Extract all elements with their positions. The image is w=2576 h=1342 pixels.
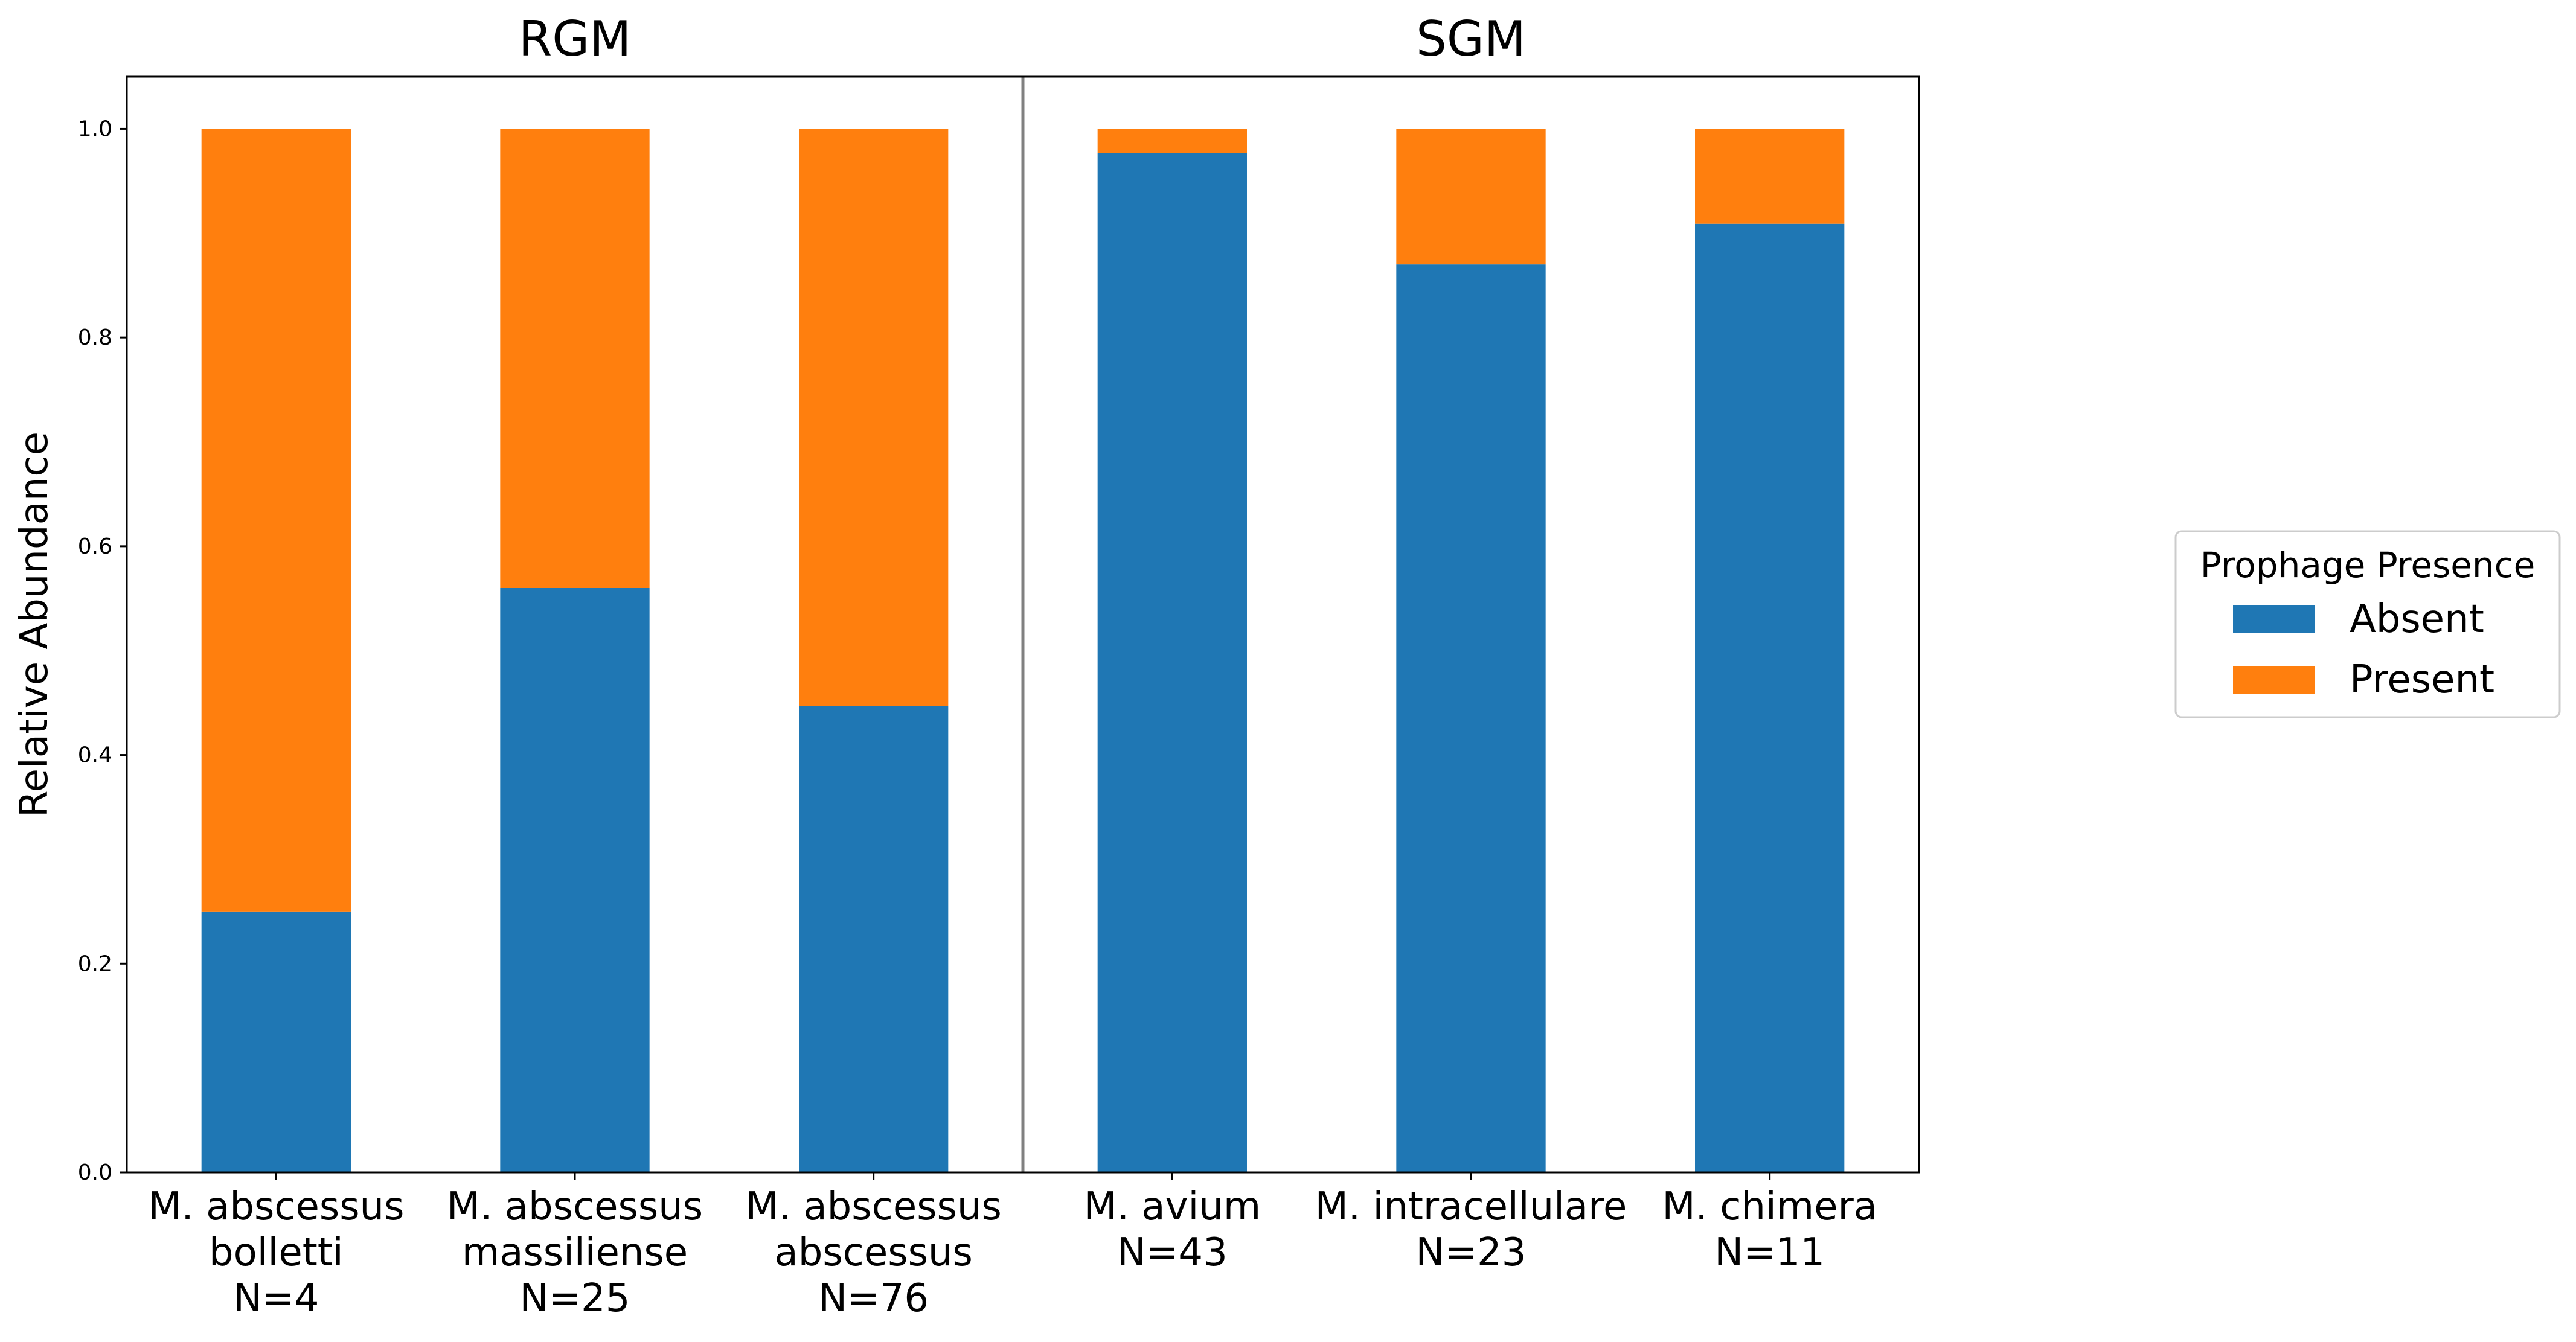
- y-tick-label-0: 0.0: [78, 1160, 112, 1185]
- bars-layer: [201, 129, 1845, 1173]
- y-tick-label-5: 1.0: [78, 117, 112, 141]
- bar-present-1: [500, 129, 650, 588]
- x-tick-label-line: N=25: [520, 1276, 630, 1321]
- legend-swatch-absent: [2233, 605, 2315, 633]
- x-tick-label-line: massiliense: [462, 1230, 688, 1275]
- x-tick-label-line: M. abscessus: [447, 1184, 703, 1229]
- legend-label-absent: Absent: [2350, 597, 2484, 642]
- x-tick-label-5: M. chimera N=11: [1662, 1184, 1877, 1275]
- x-tick-label-3: M. avium N=43: [1083, 1184, 1261, 1275]
- bar-present-4: [1396, 129, 1546, 265]
- x-tick-label-line: N=4: [233, 1276, 319, 1321]
- axes-layer: [126, 75, 1920, 1174]
- x-tick-label-line: N=76: [818, 1276, 929, 1321]
- bar-present-0: [201, 129, 351, 912]
- y-ticks: 0.0 0.2 0.4 0.6 0.8 1.0: [78, 117, 127, 1185]
- bar-absent-4: [1396, 264, 1546, 1172]
- x-tick-label-line: bolletti: [209, 1230, 344, 1275]
- legend-swatch-present: [2233, 666, 2315, 694]
- y-tick-label-1: 0.2: [78, 951, 112, 976]
- x-tick-label-line: N=23: [1416, 1230, 1527, 1275]
- y-axis-title: Relative Abundance: [12, 432, 57, 817]
- x-tick-label-4: M. intracellulare N=23: [1315, 1184, 1627, 1275]
- x-tick-label-line: M. abscessus: [746, 1184, 1002, 1229]
- y-tick-label-2: 0.4: [78, 743, 112, 768]
- bar-absent-1: [500, 588, 650, 1172]
- x-tick-label-line: M. avium: [1083, 1184, 1261, 1229]
- x-tick-label-line: N=11: [1714, 1230, 1825, 1275]
- group-title-rgm: RGM: [519, 11, 632, 67]
- x-tick-label-line: N=43: [1117, 1230, 1228, 1275]
- bar-present-2: [799, 129, 949, 706]
- x-tick-label-line: M. intracellulare: [1315, 1184, 1627, 1229]
- group-titles: RGM SGM: [519, 11, 1526, 67]
- x-tick-label-0: M. abscessus bolletti N=4: [148, 1184, 404, 1321]
- legend-title: Prophage Presence: [2200, 545, 2536, 586]
- bar-present-3: [1097, 129, 1247, 153]
- x-tick-label-line: abscessus: [774, 1230, 972, 1275]
- bar-absent-3: [1097, 153, 1247, 1173]
- legend-label-present: Present: [2350, 657, 2494, 702]
- x-tick-label-line: M. chimera: [1662, 1184, 1877, 1229]
- x-tick-label-1: M. abscessus massiliense N=25: [447, 1184, 703, 1321]
- bar-present-5: [1695, 129, 1845, 224]
- y-tick-label-3: 0.6: [78, 534, 112, 559]
- x-tick-label-line: M. abscessus: [148, 1184, 404, 1229]
- legend-items: Absent Present: [2233, 597, 2494, 702]
- legend: Prophage Presence Absent Present: [2174, 530, 2561, 718]
- bar-absent-2: [799, 706, 949, 1172]
- plot-frame: [126, 75, 1920, 1174]
- y-tick-label-4: 0.8: [78, 325, 112, 350]
- x-category-labels: M. abscessus bolletti N=4M. abscessus massi…: [148, 1172, 1877, 1321]
- x-tick-label-2: M. abscessus abscessus N=76: [746, 1184, 1002, 1321]
- group-title-sgm: SGM: [1416, 11, 1526, 67]
- bar-absent-0: [201, 911, 351, 1172]
- bar-absent-5: [1695, 223, 1845, 1173]
